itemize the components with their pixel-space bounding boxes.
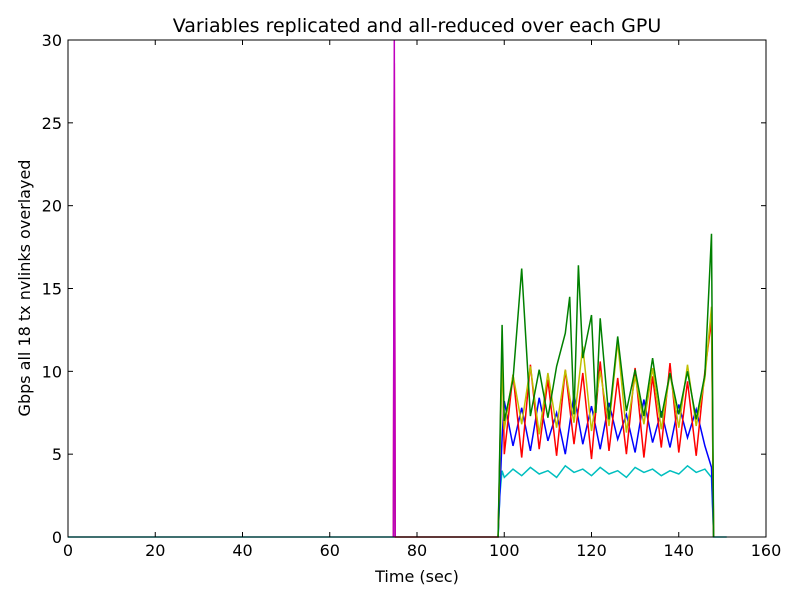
y-tick-label: 10 — [42, 362, 62, 381]
chart-title: Variables replicated and all-reduced ove… — [173, 15, 662, 37]
x-tick-label: 140 — [663, 541, 694, 560]
y-tick-label: 20 — [42, 197, 62, 216]
y-axis-label: Gbps all 18 tx nvlinks overlayed — [15, 160, 34, 417]
x-tick-label: 120 — [576, 541, 607, 560]
x-tick-label: 0 — [63, 541, 73, 560]
x-tick-label: 80 — [407, 541, 427, 560]
x-tick-label: 160 — [751, 541, 782, 560]
y-tick-label: 25 — [42, 114, 62, 133]
series-line-3 — [392, 63, 715, 538]
y-tick-label: 15 — [42, 280, 62, 299]
x-tick-label: 100 — [489, 541, 520, 560]
axis-ticks: 0 20 40 60 80 100 120 140 160 0 5 10 15 20 25 30 — [42, 31, 782, 560]
x-axis-label: Time (sec) — [374, 567, 459, 586]
y-tick-label: 5 — [52, 445, 62, 464]
y-tick-label: 0 — [52, 528, 62, 547]
y-tick-label: 30 — [42, 31, 62, 50]
x-tick-label: 20 — [145, 541, 165, 560]
x-tick-label: 40 — [232, 541, 252, 560]
x-tick-label: 60 — [320, 541, 340, 560]
series-line-5 — [497, 233, 715, 538]
